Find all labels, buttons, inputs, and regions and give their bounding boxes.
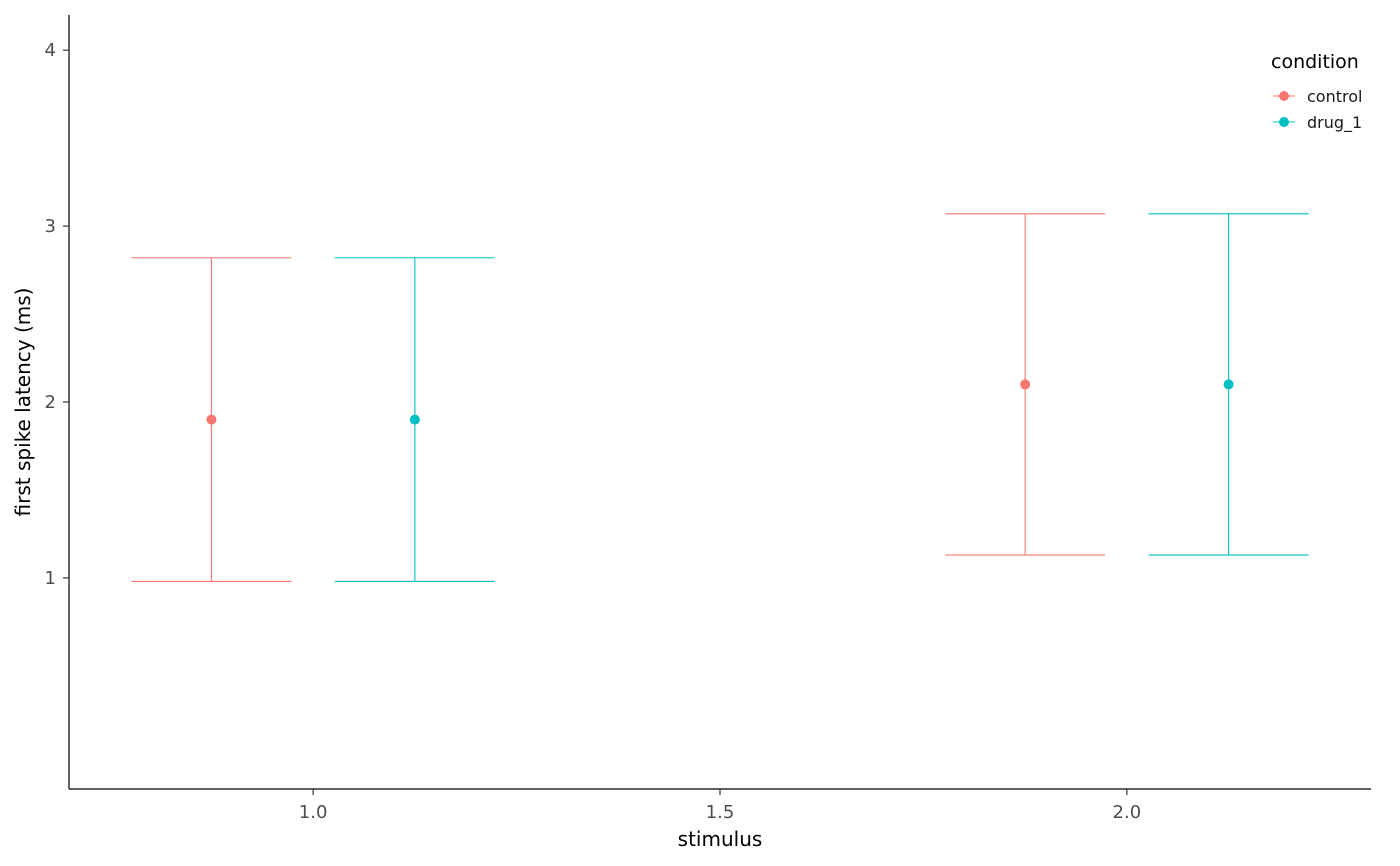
data-point-control <box>206 414 217 425</box>
y-tick-label: 1 <box>45 568 56 589</box>
legend-label-drug_1: drug_1 <box>1307 113 1362 133</box>
y-tick-label: 3 <box>45 216 56 237</box>
x-tick-label: 1.0 <box>299 802 328 823</box>
y-tick-label: 4 <box>45 40 56 61</box>
x-tick-label: 2.0 <box>1113 802 1142 823</box>
legend-key-point-drug_1 <box>1279 117 1289 127</box>
legend-label-control: control <box>1307 87 1362 106</box>
legend-title: condition <box>1271 51 1359 73</box>
y-tick-label: 2 <box>45 392 56 413</box>
x-axis-title: stimulus <box>678 827 763 851</box>
data-point-control <box>1020 379 1031 390</box>
x-tick-label: 1.5 <box>706 802 735 823</box>
data-point-drug_1 <box>1223 379 1234 390</box>
data-point-drug_1 <box>409 414 420 425</box>
y-axis-title: first spike latency (ms) <box>11 288 35 517</box>
legend-key-point-control <box>1279 91 1289 101</box>
